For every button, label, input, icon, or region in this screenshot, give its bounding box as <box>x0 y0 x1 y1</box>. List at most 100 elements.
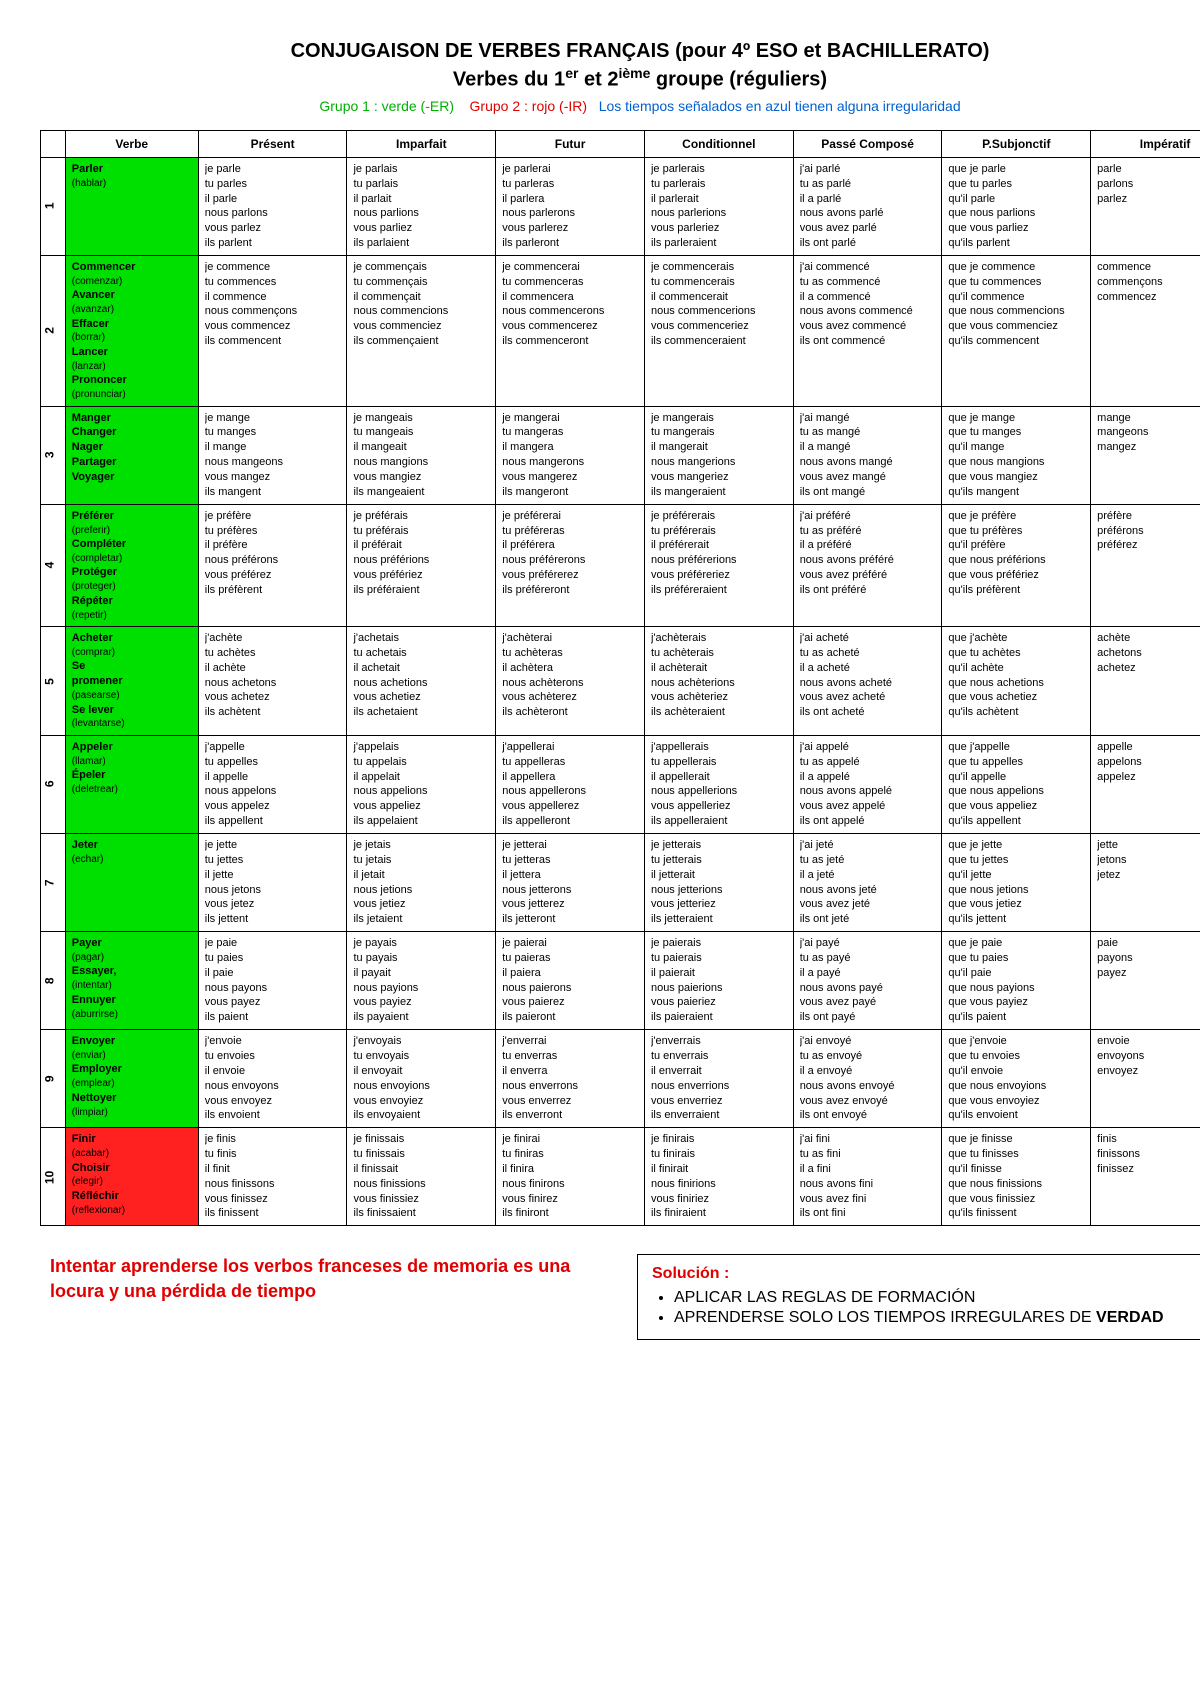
table-row: 5Acheter(comprar)Sepromener(pasearse)Se … <box>41 627 1200 736</box>
tense-cell: je préféreraitu préférerasil préférerano… <box>496 504 645 626</box>
page-header: CONJUGAISON DE VERBES FRANÇAIS (pour 4º … <box>40 40 1200 114</box>
verb-cell: Payer(pagar)Essayer,(intentar)Ennuyer(ab… <box>65 932 198 1030</box>
tense-cell: j'appelleraitu appellerasil appelleranou… <box>496 735 645 833</box>
tense-cell: j'ai finitu as finiil a fininous avons f… <box>793 1128 942 1226</box>
tense-cell: j'achèteraistu achèteraisil achèteraitno… <box>644 627 793 736</box>
row-number: 8 <box>41 932 66 1030</box>
tense-cell: je commencetu commencesil commencenous c… <box>198 255 347 406</box>
subtitle: Verbes du 1er et 2ième groupe (réguliers… <box>40 65 1200 92</box>
tense-cell: que je paieque tu paiesqu'il paieque nou… <box>942 932 1091 1030</box>
tense-cell: préfèrepréféronspréférez <box>1091 504 1200 626</box>
verb-cell: Acheter(comprar)Sepromener(pasearse)Se l… <box>65 627 198 736</box>
column-header: Imparfait <box>347 130 496 157</box>
row-number: 10 <box>41 1128 66 1226</box>
tense-cell: j'ai mangétu as mangéil a mangénous avon… <box>793 406 942 504</box>
tense-cell: que je finisseque tu finissesqu'il finis… <box>942 1128 1091 1226</box>
column-header: P.Subjonctif <box>942 130 1091 157</box>
tense-cell: j'achètetu achètesil achètenous achetons… <box>198 627 347 736</box>
legend-group1: Grupo 1 : verde (-ER) <box>319 98 454 114</box>
tense-cell: je mangeraistu mangeraisil mangeraitnous… <box>644 406 793 504</box>
verb-cell: Préférer(preferir)Compléter(completar)Pr… <box>65 504 198 626</box>
tense-cell: j'ai envoyétu as envoyéil a envoyénous a… <box>793 1030 942 1128</box>
row-number: 6 <box>41 735 66 833</box>
tense-cell: j'ai jetétu as jetéil a jeténous avons j… <box>793 834 942 932</box>
legend-irregular: Los tiempos señalados en azul tienen alg… <box>599 98 961 114</box>
verb-cell: MangerChangerNagerPartagerVoyager <box>65 406 198 504</box>
tense-cell: j'appelleraistu appelleraisil appellerai… <box>644 735 793 833</box>
tense-cell: j'ai commencétu as commencéil a commencé… <box>793 255 942 406</box>
tense-cell: que je jetteque tu jettesqu'il jetteque … <box>942 834 1091 932</box>
column-header: Futur <box>496 130 645 157</box>
tense-cell: je parletu parlesil parlenous parlonsvou… <box>198 157 347 255</box>
column-header: Présent <box>198 130 347 157</box>
tense-cell: j'ai payétu as payéil a payénous avons p… <box>793 932 942 1030</box>
solution-label: Solución : <box>652 1265 729 1282</box>
tense-cell: j'achetaistu achetaisil achetaitnous ach… <box>347 627 496 736</box>
tense-cell: j'ai parlétu as parléil a parlénous avon… <box>793 157 942 255</box>
tense-cell: je jettetu jettesil jettenous jetonsvous… <box>198 834 347 932</box>
tense-cell: que j'achèteque tu achètesqu'il achètequ… <box>942 627 1091 736</box>
tense-cell: je jetteraitu jetterasil jetteranous jet… <box>496 834 645 932</box>
tense-cell: je finissaistu finissaisil finissaitnous… <box>347 1128 496 1226</box>
tense-cell: j'ai appelétu as appeléil a appelénous a… <box>793 735 942 833</box>
tense-cell: que j'appelleque tu appellesqu'il appell… <box>942 735 1091 833</box>
tense-cell: que je préfèreque tu préfèresqu'il préfè… <box>942 504 1091 626</box>
tense-cell: parleparlonsparlez <box>1091 157 1200 255</box>
tense-cell: je payaistu payaisil payaitnous payionsv… <box>347 932 496 1030</box>
conjugation-table: VerbePrésentImparfaitFuturConditionnelPa… <box>40 130 1200 1227</box>
tense-cell: paiepayonspayez <box>1091 932 1200 1030</box>
solution-list: APLICAR LAS REGLAS DE FORMACIÓN APRENDERS… <box>674 1289 1200 1327</box>
legend: Grupo 1 : verde (-ER) Grupo 2 : rojo (-I… <box>40 98 1200 114</box>
row-number: 7 <box>41 834 66 932</box>
table-row: 4Préférer(preferir)Compléter(completar)P… <box>41 504 1200 626</box>
tense-cell: je parleraistu parleraisil parleraitnous… <box>644 157 793 255</box>
table-row: 1Parler(hablar)je parletu parlesil parle… <box>41 157 1200 255</box>
tense-cell: appelleappelonsappelez <box>1091 735 1200 833</box>
tense-cell: j'appelletu appellesil appellenous appel… <box>198 735 347 833</box>
column-header: Conditionnel <box>644 130 793 157</box>
tense-cell: j'ai achetétu as achetéil a acheténous a… <box>793 627 942 736</box>
page-number: 1 <box>40 1348 1200 1363</box>
verb-cell: Commencer(comenzar)Avancer(avanzar)Effac… <box>65 255 198 406</box>
verb-cell: Appeler(llamar)Épeler(deletrear) <box>65 735 198 833</box>
tense-cell: je mangetu mangesil mangenous mangeonsvo… <box>198 406 347 504</box>
title: CONJUGAISON DE VERBES FRANÇAIS (pour 4º … <box>40 40 1200 63</box>
verb-cell: Envoyer(enviar)Employer(emplear)Nettoyer… <box>65 1030 198 1128</box>
tense-cell: je jetaistu jetaisil jetaitnous jetionsv… <box>347 834 496 932</box>
tense-cell: je commençaistu commençaisil commençaitn… <box>347 255 496 406</box>
note-warning: Intentar aprenderse los verbos franceses… <box>50 1254 613 1303</box>
tense-cell: je préféraistu préféraisil préféraitnous… <box>347 504 496 626</box>
tense-cell: j'envoyaistu envoyaisil envoyaitnous env… <box>347 1030 496 1128</box>
tense-cell: envoieenvoyonsenvoyez <box>1091 1030 1200 1128</box>
tense-cell: je finiraitu finirasil finiranous finiro… <box>496 1128 645 1226</box>
tense-cell: j'ai préférétu as préféréil a préférénou… <box>793 504 942 626</box>
tense-cell: que je parleque tu parlesqu'il parleque … <box>942 157 1091 255</box>
tense-cell: je parlaistu parlaisil parlaitnous parli… <box>347 157 496 255</box>
notes-section: Intentar aprenderse los verbos franceses… <box>50 1254 1200 1340</box>
solution-item: APRENDERSE SOLO LOS TIEMPOS IRREGULARES … <box>674 1309 1200 1327</box>
table-header: VerbePrésentImparfaitFuturConditionnelPa… <box>41 130 1200 157</box>
verb-cell: Parler(hablar) <box>65 157 198 255</box>
tense-cell: jettejetonsjetez <box>1091 834 1200 932</box>
tense-cell: j'achèteraitu achèterasil achèteranous a… <box>496 627 645 736</box>
column-header <box>41 130 66 157</box>
row-number: 9 <box>41 1030 66 1128</box>
tense-cell: je parleraitu parlerasil parleranous par… <box>496 157 645 255</box>
tense-cell: j'enverraitu enverrasil enverranous enve… <box>496 1030 645 1128</box>
tense-cell: je finistu finisil finitnous finissonsvo… <box>198 1128 347 1226</box>
tense-cell: j'appelaistu appelaisil appelaitnous app… <box>347 735 496 833</box>
legend-group2: Grupo 2 : rojo (-IR) <box>470 98 587 114</box>
table-row: 3MangerChangerNagerPartagerVoyagerje man… <box>41 406 1200 504</box>
tense-cell: je mangeraitu mangerasil mangeranous man… <box>496 406 645 504</box>
column-header: Impératif <box>1091 130 1200 157</box>
tense-cell: je préféreraistu préféreraisil préférera… <box>644 504 793 626</box>
tense-cell: je mangeaistu mangeaisil mangeaitnous ma… <box>347 406 496 504</box>
tense-cell: mangemangeonsmangez <box>1091 406 1200 504</box>
table-row: 8Payer(pagar)Essayer,(intentar)Ennuyer(a… <box>41 932 1200 1030</box>
table-row: 10Finir(acabar)Choisir(elegir)Réfléchir(… <box>41 1128 1200 1226</box>
row-number: 2 <box>41 255 66 406</box>
tense-cell: je préfèretu préfèresil préfèrenous préf… <box>198 504 347 626</box>
tense-cell: je finiraistu finiraisil finiraitnous fi… <box>644 1128 793 1226</box>
row-number: 3 <box>41 406 66 504</box>
solution-item: APLICAR LAS REGLAS DE FORMACIÓN <box>674 1289 1200 1307</box>
